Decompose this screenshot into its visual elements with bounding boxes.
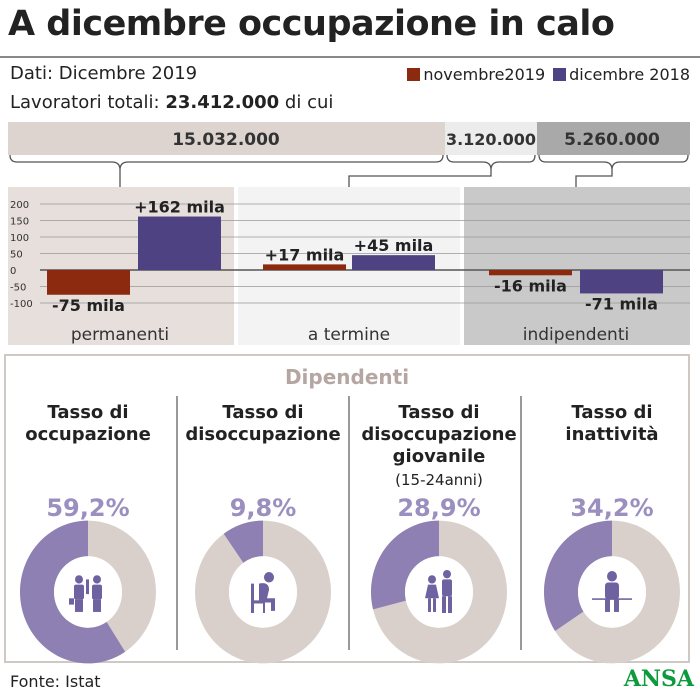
brace-a-termine	[446, 154, 536, 171]
connector	[575, 170, 613, 187]
rate-value: 34,2%	[570, 494, 653, 522]
bar-data-label: -71 mila	[585, 294, 658, 313]
legend-label: dicembre 2018	[569, 65, 690, 84]
y-tick-label: -100	[10, 299, 33, 310]
total-workers: Lavoratori totali: 23.412.000 di cui	[10, 92, 333, 113]
donut-chart	[371, 520, 507, 664]
bar-data-label: +162 mila	[134, 198, 225, 217]
donut-filled	[544, 520, 612, 632]
donut-filled	[223, 520, 263, 563]
bar-data-label: +17 mila	[265, 245, 345, 264]
bar-permanenti-nov2019	[47, 270, 130, 295]
donut-chart	[544, 520, 680, 664]
donut-chart	[19, 520, 156, 664]
segment-value: 15.032.000	[172, 130, 280, 150]
rate-value: 59,2%	[46, 494, 129, 522]
category-label: a termine	[308, 325, 390, 345]
bar-indipendenti-dic2018	[580, 270, 663, 294]
title-divider	[0, 56, 700, 58]
rate-title: occupazione	[25, 424, 151, 445]
seated-person-icon	[592, 571, 632, 612]
bar-a-termine-dic2018	[352, 255, 435, 270]
legend-item-novembre: novembre2019	[407, 65, 545, 84]
segment-permanenti	[8, 122, 445, 155]
young-people-icon	[425, 569, 452, 613]
braces	[9, 154, 689, 187]
rate-note: (15-24anni)	[395, 471, 483, 489]
brace-indipendenti	[538, 154, 689, 171]
brace-permanenti	[9, 154, 444, 171]
bar-chart: 200 150 100 50 0 -50 -100 -75 mila +17 mila -16 m…	[8, 187, 690, 345]
donut-chart	[195, 520, 331, 664]
rate-title: giovanile	[393, 446, 486, 467]
segment-indipendenti	[537, 122, 690, 155]
bar-permanenti-dic2018	[138, 216, 221, 270]
bar-indipendenti-nov2019	[489, 270, 572, 276]
bar-data-label: -16 mila	[494, 276, 567, 295]
sad-seated-person-icon	[251, 572, 275, 613]
column-dividers	[176, 396, 522, 650]
category-label: indipendenti	[523, 325, 629, 345]
connector	[348, 170, 492, 187]
workers-icon	[69, 575, 102, 612]
legend-swatch	[407, 68, 421, 81]
rate-title: Tasso di	[222, 402, 303, 423]
donut-filled	[19, 520, 126, 664]
y-tick-label: 150	[10, 217, 29, 228]
donut-hole	[405, 556, 473, 628]
segment-value: 5.260.000	[564, 130, 660, 150]
segment-value: 3.120.000	[446, 130, 536, 149]
legend-label: novembre2019	[423, 65, 546, 84]
data-date: Dati: Dicembre 2019	[10, 63, 198, 84]
dipendenti-heading: Dipendenti	[285, 365, 409, 389]
rate-title: inattività	[565, 424, 658, 445]
category-label: permanenti	[71, 325, 169, 345]
total-suffix: di cui	[284, 92, 334, 113]
rate-value: 28,9%	[397, 494, 480, 522]
bar-data-label: -75 mila	[52, 296, 125, 315]
ansa-logo: ANSA	[623, 666, 694, 692]
legend: novembre2019 dicembre 2018	[407, 65, 690, 84]
source: Fonte: Istat	[10, 672, 101, 691]
rate-value: 9,8%	[230, 494, 297, 522]
page-title: A dicembre occupazione in calo	[8, 4, 615, 44]
total-label: Lavoratori totali:	[10, 92, 160, 113]
rate-title: disoccupazione	[185, 424, 340, 445]
donut-filled	[371, 520, 439, 610]
panel-indipendenti	[464, 187, 690, 345]
y-tick-label: 200	[10, 200, 29, 211]
rate-title: Tasso di	[571, 402, 652, 423]
bar-a-termine-nov2019	[263, 264, 346, 270]
legend-item-dicembre: dicembre 2018	[553, 65, 690, 84]
legend-swatch	[553, 68, 567, 81]
y-tick-label: 100	[10, 233, 29, 244]
segment-a-termine	[445, 122, 537, 155]
rate-title: Tasso di	[47, 402, 128, 423]
rate-title: disoccupazione	[361, 424, 516, 445]
total-value: 23.412.000	[165, 92, 280, 113]
rate-title: Tasso di	[398, 402, 479, 423]
y-tick-label: 0	[10, 266, 16, 277]
y-tick-label: -50	[10, 283, 26, 294]
y-tick-label: 50	[10, 250, 23, 261]
bar-data-label: +45 mila	[354, 236, 434, 255]
dipendenti-box	[4, 354, 690, 663]
